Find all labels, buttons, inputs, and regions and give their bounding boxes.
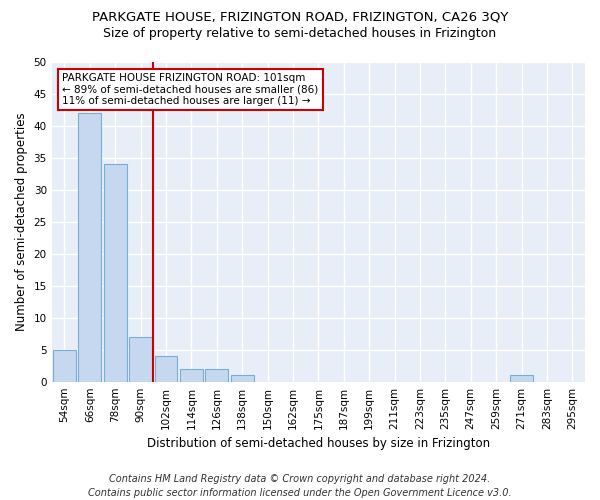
Bar — [79, 112, 101, 382]
Text: PARKGATE HOUSE FRIZINGTON ROAD: 101sqm
← 89% of semi-detached houses are smaller: PARKGATE HOUSE FRIZINGTON ROAD: 101sqm ←… — [62, 72, 319, 106]
Bar — [53, 350, 76, 382]
X-axis label: Distribution of semi-detached houses by size in Frizington: Distribution of semi-detached houses by … — [147, 437, 490, 450]
Bar — [155, 356, 178, 382]
Text: Size of property relative to semi-detached houses in Frizington: Size of property relative to semi-detach… — [103, 28, 497, 40]
Bar — [510, 376, 533, 382]
Text: PARKGATE HOUSE, FRIZINGTON ROAD, FRIZINGTON, CA26 3QY: PARKGATE HOUSE, FRIZINGTON ROAD, FRIZING… — [92, 10, 508, 23]
Y-axis label: Number of semi-detached properties: Number of semi-detached properties — [15, 112, 28, 331]
Bar — [129, 337, 152, 382]
Bar — [231, 376, 254, 382]
Bar — [180, 369, 203, 382]
Text: Contains HM Land Registry data © Crown copyright and database right 2024.
Contai: Contains HM Land Registry data © Crown c… — [88, 474, 512, 498]
Bar — [104, 164, 127, 382]
Bar — [205, 369, 228, 382]
